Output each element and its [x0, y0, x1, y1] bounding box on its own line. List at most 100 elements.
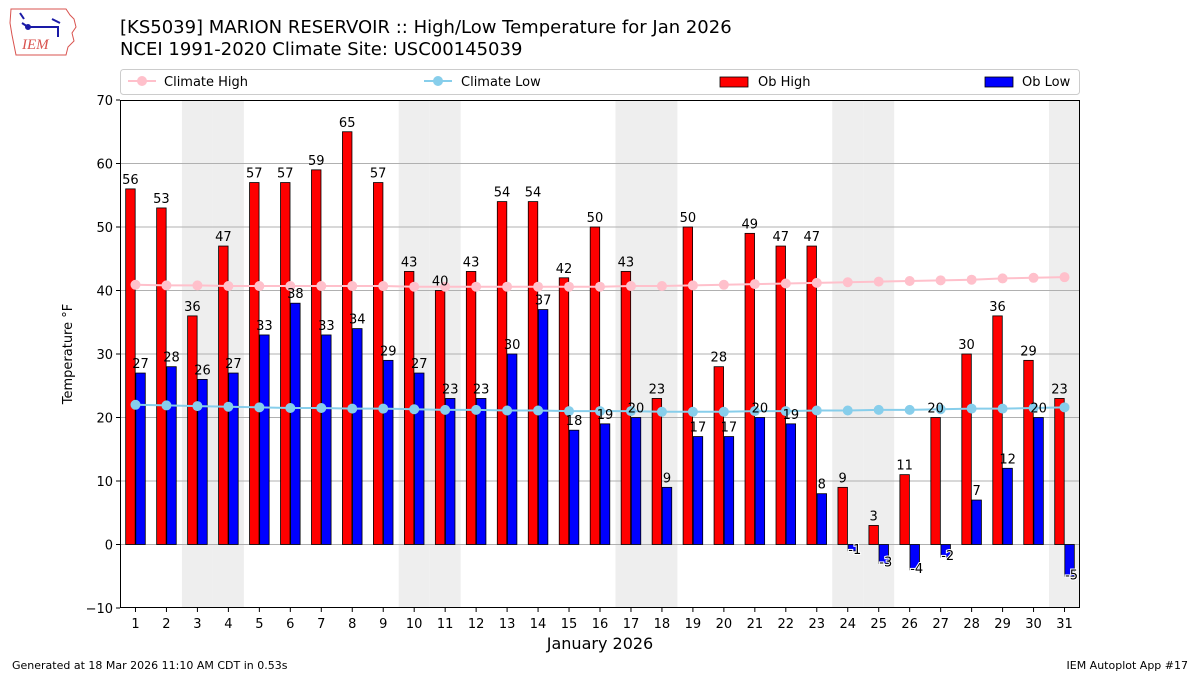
climate-high-point [1028, 272, 1039, 283]
x-axis: 1 2 3 4 5 6 7 8 9 10 11 12 13 14 15 16 17 18 19 20 21 22 23 24 2… [131, 608, 1073, 632]
ob-high-bar [496, 201, 508, 545]
x-tick-label: 31 [1056, 617, 1073, 632]
climate-low-point [192, 401, 203, 412]
ob-high-bar [775, 245, 786, 545]
climate-high-point [780, 278, 791, 289]
legend-item-ob-low: Ob Low [984, 75, 1071, 90]
ob-high-bar [744, 232, 755, 545]
ob-low-bar [692, 436, 704, 545]
climate-high-point [502, 281, 513, 292]
climate-high-point [687, 280, 698, 291]
climate-high-point [440, 281, 451, 292]
climate-low-point [285, 402, 296, 413]
x-tick-label: 15 [561, 617, 578, 632]
climate-low-point [966, 403, 977, 414]
ob-low-label: 37 [535, 294, 552, 309]
ob-high-label: 47 [772, 230, 789, 245]
legend-label-climate-low: Climate Low [461, 75, 541, 90]
climate-high-point [533, 281, 544, 292]
ob-low-label: 33 [318, 319, 335, 334]
climate-high-point [842, 277, 853, 288]
ob-low-bar [197, 378, 208, 545]
ob-low-label: -4 [910, 562, 923, 577]
climate-high-point [285, 281, 296, 292]
legend-label-ob-low: Ob Low [1022, 75, 1071, 90]
ob-low-label: 20 [628, 402, 645, 417]
ob-low-bar [816, 493, 827, 545]
ob-low-label: 12 [999, 452, 1016, 467]
ob-low-label: 27 [132, 357, 149, 372]
x-tick-label: 23 [809, 617, 826, 632]
ob-low-label: 38 [287, 287, 304, 302]
x-tick-label: 10 [406, 617, 423, 632]
ob-low-label: 18 [566, 414, 583, 429]
ob-high-label: 47 [215, 230, 232, 245]
ob-high-bar [868, 525, 879, 545]
ob-low-label: 19 [783, 408, 800, 423]
ob-low-bar [166, 366, 177, 545]
ob-high-label: 36 [989, 300, 1006, 315]
ob-low-bar [135, 372, 146, 545]
ob-high-label: 40 [432, 275, 449, 290]
chart-title: [KS5039] MARION RESERVOIR :: High/Low Te… [120, 17, 732, 38]
y-tick-label: −10 [86, 602, 113, 617]
climate-low-point [502, 405, 513, 416]
ob-low-label: 28 [163, 351, 180, 366]
ob-high-bar [311, 169, 322, 545]
climate-low-point [223, 401, 234, 412]
ob-low-bar [661, 486, 673, 545]
x-tick-label: 21 [747, 617, 764, 632]
x-tick-label: 16 [592, 617, 609, 632]
climate-high-point [595, 281, 605, 292]
climate-low-point [656, 406, 667, 417]
climate-low-point [254, 402, 265, 413]
ob-low-bar [414, 372, 425, 545]
climate-high-point [718, 279, 729, 290]
ob-high-label: 23 [649, 382, 666, 397]
ob-high-label: 43 [463, 255, 480, 270]
ob-high-bar [651, 398, 663, 545]
climate-low-point [564, 406, 575, 417]
ob-high-label: 53 [153, 192, 170, 207]
x-tick-label: 8 [348, 617, 356, 632]
ob-low-bar [352, 328, 363, 545]
weather-station-icon [19, 12, 61, 37]
ob-high-bar [1023, 359, 1034, 545]
climate-high-point [564, 281, 575, 292]
x-tick-label: 3 [193, 617, 201, 632]
ob-low-label: -2 [941, 549, 954, 564]
x-tick-label: 2 [162, 617, 170, 632]
x-tick-label: 25 [870, 617, 887, 632]
climate-low-point [625, 406, 636, 417]
ob-low-label: 17 [721, 421, 738, 436]
ob-high-bar [961, 353, 972, 545]
climate-low-point [687, 406, 698, 417]
ob-low-bar [1033, 417, 1044, 545]
climate-low-point [347, 403, 358, 414]
ob-high-bar [218, 245, 229, 545]
ob-low-label: 20 [752, 402, 769, 417]
x-tick-label: 30 [1025, 617, 1042, 632]
ob-high-label: 54 [494, 186, 511, 201]
climate-high-point [347, 281, 358, 292]
ob-high-bar [156, 207, 167, 545]
iem-logo: IEM [9, 8, 77, 56]
legend-frame [120, 69, 1080, 95]
x-tick-label: 27 [932, 617, 949, 632]
x-tick-label: 28 [963, 617, 980, 632]
ob-low-label: 30 [504, 338, 521, 353]
ob-low-bar [228, 372, 239, 545]
ob-low-bar [537, 309, 549, 545]
ob-high-label: 50 [587, 211, 604, 226]
chart-subtitle: NCEI 1991-2020 Climate Site: USC00145039 [120, 39, 523, 60]
x-tick-label: 9 [379, 617, 387, 632]
ob-high-bar [713, 366, 724, 545]
climate-high-point [223, 281, 234, 292]
x-tick-label: 12 [468, 617, 485, 632]
ob-low-label: 23 [473, 382, 490, 397]
climate-high-point [409, 281, 420, 292]
ob-low-bar [321, 334, 332, 545]
ob-low-bar [1002, 467, 1013, 545]
data-labels: 56 53 36 47 57 57 59 65 57 43 40 43 54 54 42 50 43 23 50 28… [122, 116, 1079, 585]
ob-low-label: -1 [848, 543, 861, 558]
